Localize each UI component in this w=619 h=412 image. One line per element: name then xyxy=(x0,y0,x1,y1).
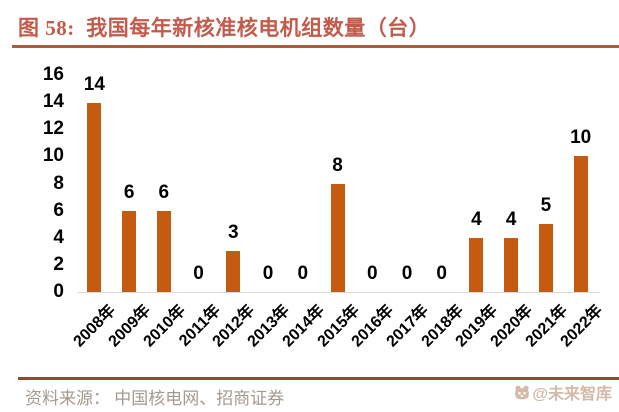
y-tick-label: 2 xyxy=(53,253,64,275)
bar-slot: 5 xyxy=(529,75,564,292)
bar-slot: 0 xyxy=(424,75,459,292)
bar-slot: 0 xyxy=(390,75,425,292)
y-tick-label: 0 xyxy=(53,281,64,302)
bar xyxy=(573,156,588,292)
bar-value-label: 0 xyxy=(193,263,204,284)
bar-slot: 4 xyxy=(494,75,529,292)
bar xyxy=(226,251,241,292)
x-axis-line xyxy=(77,292,600,293)
plot-area: 14 6 6 0 3 0 0 8 0 0 0 4 4 5 10 xyxy=(77,75,598,292)
bar-slot: 3 xyxy=(216,75,251,292)
y-tick-label: 4 xyxy=(53,226,64,248)
bar-slot: 14 xyxy=(77,75,112,292)
title-underline xyxy=(12,45,619,48)
figure-title: 图 58: 我国每年新核准核电机组数量（台） xyxy=(18,16,431,40)
watermark-text: @未来智库 xyxy=(532,386,612,403)
bar-slot: 0 xyxy=(251,75,286,292)
bar-value-label: 14 xyxy=(83,74,105,95)
bar-slot: 0 xyxy=(285,75,320,292)
bar-value-label: 5 xyxy=(540,195,552,217)
bar-value-label: 0 xyxy=(436,263,447,284)
y-tick-label: 16 xyxy=(42,64,64,85)
footer-rule xyxy=(18,377,619,380)
bar-value-label: 4 xyxy=(471,208,482,230)
watermark: @未来智库 xyxy=(514,380,612,404)
y-tick-label: 6 xyxy=(53,199,64,221)
bar-slot: 0 xyxy=(355,75,390,292)
bar-slot: 6 xyxy=(146,75,181,292)
bar-slot: 0 xyxy=(181,75,216,292)
bar-slot: 6 xyxy=(112,75,147,292)
mascot-logo-icon xyxy=(515,385,530,399)
bar xyxy=(330,183,345,292)
y-tick-label: 8 xyxy=(53,172,64,194)
bar xyxy=(504,237,519,292)
bar-value-label: 0 xyxy=(366,263,378,284)
y-tick-label: 10 xyxy=(42,145,64,167)
source-note: 资料来源： 中国核电网、招商证券 xyxy=(25,389,285,408)
bar-value-label: 0 xyxy=(262,263,274,284)
bar-value-label: 10 xyxy=(570,127,592,149)
bar-value-label: 0 xyxy=(297,263,309,284)
bar-value-label: 6 xyxy=(123,181,135,203)
bar xyxy=(469,237,484,292)
bar xyxy=(156,210,171,292)
bar xyxy=(122,210,137,292)
y-tick-label: 12 xyxy=(42,118,64,140)
bar xyxy=(87,103,102,292)
bar-value-label: 8 xyxy=(332,154,343,176)
bar-value-label: 0 xyxy=(401,263,413,284)
bar-value-label: 6 xyxy=(158,181,170,203)
bar-value-label: 4 xyxy=(505,208,517,230)
bar-slot: 10 xyxy=(563,75,598,292)
bar-chart: 0 2 4 6 8 10 12 14 16 14 6 6 0 3 0 0 8 0 0 0 4 4 5 10 2008年 200… xyxy=(42,64,606,351)
bar xyxy=(538,224,553,292)
bar-slot: 4 xyxy=(459,75,494,292)
bar-value-label: 3 xyxy=(228,222,239,244)
bar-slot: 8 xyxy=(320,75,355,292)
y-tick-label: 14 xyxy=(42,91,64,113)
